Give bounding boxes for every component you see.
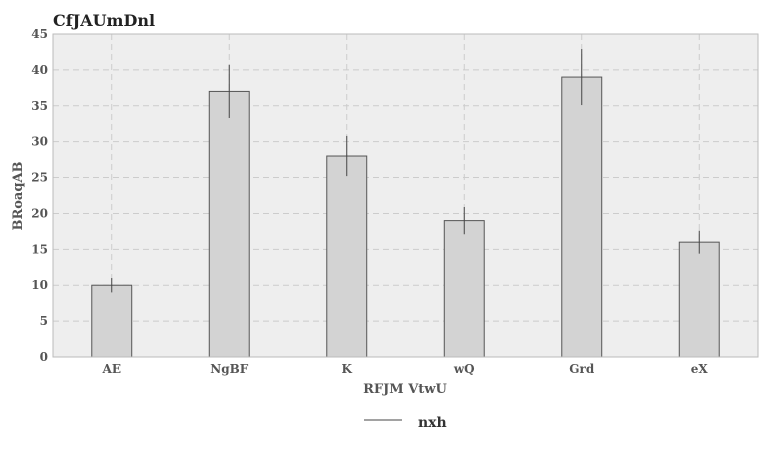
y-tick-label: 0 bbox=[40, 350, 48, 364]
x-tick-label: K bbox=[342, 362, 353, 376]
error-bars bbox=[111, 49, 700, 293]
bar-K bbox=[326, 155, 368, 358]
bar-AE bbox=[91, 284, 133, 358]
y-tick-label: 20 bbox=[31, 206, 48, 220]
legend-label: nxh bbox=[418, 415, 447, 431]
x-tick-label: wQ bbox=[453, 362, 475, 376]
y-tick-label: 45 bbox=[31, 27, 48, 41]
x-tick-label: eX bbox=[691, 362, 709, 376]
y-tick-label: 10 bbox=[31, 278, 48, 292]
x-tick-label: NgBF bbox=[210, 362, 249, 376]
plot-frame bbox=[52, 33, 759, 358]
bars bbox=[91, 76, 720, 358]
y-tick-label: 25 bbox=[31, 171, 48, 185]
bar-Grd bbox=[561, 76, 603, 358]
x-tick-label: AE bbox=[102, 362, 121, 376]
y-tick-label: 15 bbox=[31, 242, 48, 256]
bar-NgBF bbox=[208, 90, 250, 358]
x-axis-label: RFJM VtwU bbox=[363, 382, 447, 397]
y-tick-label: 30 bbox=[31, 135, 48, 149]
chart-title: CfJAUmDnl bbox=[53, 11, 155, 30]
bar-eX bbox=[678, 241, 720, 358]
y-axis-label: BRoaqAB bbox=[11, 161, 26, 230]
y-tick-label: 40 bbox=[31, 63, 48, 77]
y-tick-label: 35 bbox=[31, 99, 48, 113]
plot-area bbox=[53, 34, 758, 357]
y-tick-label: 5 bbox=[40, 314, 48, 328]
bar-wQ bbox=[443, 220, 485, 358]
legend: nxh bbox=[364, 415, 447, 431]
x-tick-label: Grd bbox=[569, 362, 595, 376]
y-axis-ticks: 0 5 10 15 20 25 30 35 40 45 bbox=[31, 27, 48, 364]
